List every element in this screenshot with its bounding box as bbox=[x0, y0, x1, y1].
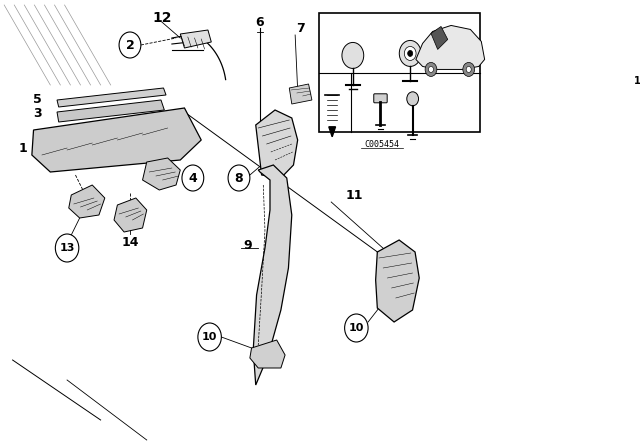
Circle shape bbox=[55, 234, 79, 262]
Text: 4: 4 bbox=[188, 172, 197, 185]
Circle shape bbox=[198, 323, 221, 351]
Text: 6: 6 bbox=[255, 16, 264, 29]
Text: 8: 8 bbox=[235, 172, 243, 185]
Circle shape bbox=[342, 43, 364, 69]
Text: 13: 13 bbox=[60, 243, 75, 253]
Polygon shape bbox=[416, 26, 484, 69]
Text: C005454: C005454 bbox=[364, 140, 399, 149]
Text: 14: 14 bbox=[121, 236, 139, 249]
Text: 4: 4 bbox=[399, 18, 406, 28]
Text: 10: 10 bbox=[338, 18, 352, 28]
Text: 10: 10 bbox=[349, 323, 364, 333]
Polygon shape bbox=[253, 165, 292, 385]
Text: 3: 3 bbox=[33, 107, 42, 120]
Circle shape bbox=[463, 62, 475, 77]
Polygon shape bbox=[57, 100, 164, 122]
Bar bbox=[319, 13, 480, 132]
Text: 5: 5 bbox=[33, 92, 42, 105]
Text: 1: 1 bbox=[18, 142, 27, 155]
Circle shape bbox=[119, 32, 141, 58]
Text: 8: 8 bbox=[377, 76, 384, 86]
Text: 11: 11 bbox=[345, 189, 363, 202]
Text: 7: 7 bbox=[296, 22, 305, 34]
Circle shape bbox=[407, 92, 419, 106]
Circle shape bbox=[466, 66, 471, 73]
Polygon shape bbox=[32, 108, 201, 172]
Circle shape bbox=[404, 47, 416, 60]
Circle shape bbox=[408, 51, 413, 56]
Circle shape bbox=[182, 165, 204, 191]
Text: 9: 9 bbox=[243, 238, 252, 251]
Polygon shape bbox=[143, 158, 180, 190]
Text: 2: 2 bbox=[409, 76, 416, 86]
Text: 2: 2 bbox=[125, 39, 134, 52]
Polygon shape bbox=[256, 110, 298, 178]
Polygon shape bbox=[289, 84, 312, 104]
Circle shape bbox=[425, 62, 437, 77]
Polygon shape bbox=[114, 198, 147, 232]
Text: 12: 12 bbox=[152, 11, 172, 25]
Polygon shape bbox=[431, 26, 448, 49]
Circle shape bbox=[228, 165, 250, 191]
Text: 13: 13 bbox=[634, 76, 640, 86]
Polygon shape bbox=[180, 30, 211, 48]
Polygon shape bbox=[57, 88, 166, 107]
Polygon shape bbox=[329, 127, 335, 137]
Polygon shape bbox=[68, 185, 105, 218]
FancyBboxPatch shape bbox=[374, 94, 387, 103]
Text: 10: 10 bbox=[202, 332, 218, 342]
Polygon shape bbox=[250, 340, 285, 368]
Polygon shape bbox=[376, 240, 419, 322]
Circle shape bbox=[428, 66, 433, 73]
Circle shape bbox=[399, 40, 421, 66]
Circle shape bbox=[344, 314, 368, 342]
